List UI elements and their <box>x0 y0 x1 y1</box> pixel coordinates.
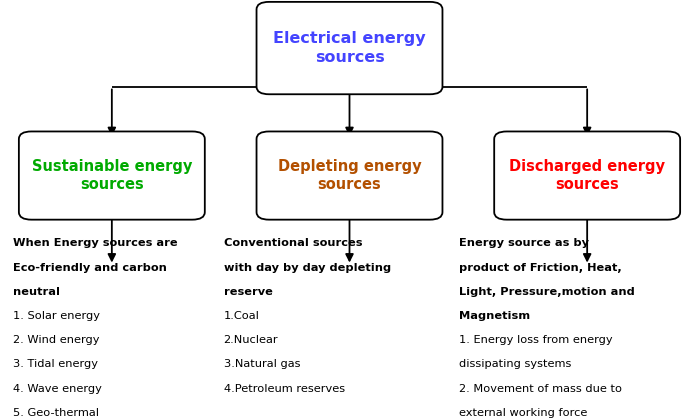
Text: Depleting energy
sources: Depleting energy sources <box>278 159 421 192</box>
Text: Light, Pressure,motion and: Light, Pressure,motion and <box>459 287 635 297</box>
Text: with day by day depleting: with day by day depleting <box>224 263 391 273</box>
Text: 2.Nuclear: 2.Nuclear <box>224 335 278 345</box>
Text: 2. Wind energy: 2. Wind energy <box>13 335 99 345</box>
Text: reserve: reserve <box>224 287 273 297</box>
Text: 1.Coal: 1.Coal <box>224 311 259 321</box>
FancyBboxPatch shape <box>19 132 205 220</box>
Text: Discharged energy
sources: Discharged energy sources <box>509 159 665 192</box>
Text: Eco-friendly and carbon: Eco-friendly and carbon <box>13 263 166 273</box>
Text: 2. Movement of mass due to: 2. Movement of mass due to <box>459 384 622 394</box>
Text: product of Friction, Heat,: product of Friction, Heat, <box>459 263 622 273</box>
FancyBboxPatch shape <box>494 132 680 220</box>
Text: 4.Petroleum reserves: 4.Petroleum reserves <box>224 384 345 394</box>
FancyBboxPatch shape <box>257 2 442 94</box>
Text: 5. Geo-thermal: 5. Geo-thermal <box>13 408 99 418</box>
FancyBboxPatch shape <box>257 132 442 220</box>
Text: neutral: neutral <box>13 287 59 297</box>
Text: dissipating systems: dissipating systems <box>459 359 572 370</box>
Text: 3.Natural gas: 3.Natural gas <box>224 359 300 370</box>
Text: Energy source as by: Energy source as by <box>459 238 589 248</box>
Text: When Energy sources are: When Energy sources are <box>13 238 178 248</box>
Text: Sustainable energy
sources: Sustainable energy sources <box>31 159 192 192</box>
Text: Conventional sources: Conventional sources <box>224 238 362 248</box>
Text: 3. Tidal energy: 3. Tidal energy <box>13 359 98 370</box>
Text: 1. Energy loss from energy: 1. Energy loss from energy <box>459 335 613 345</box>
Text: 4. Wave energy: 4. Wave energy <box>13 384 101 394</box>
Text: external working force: external working force <box>459 408 588 418</box>
Text: 1. Solar energy: 1. Solar energy <box>13 311 99 321</box>
Text: Electrical energy
sources: Electrical energy sources <box>273 31 426 65</box>
Text: Magnetism: Magnetism <box>459 311 531 321</box>
